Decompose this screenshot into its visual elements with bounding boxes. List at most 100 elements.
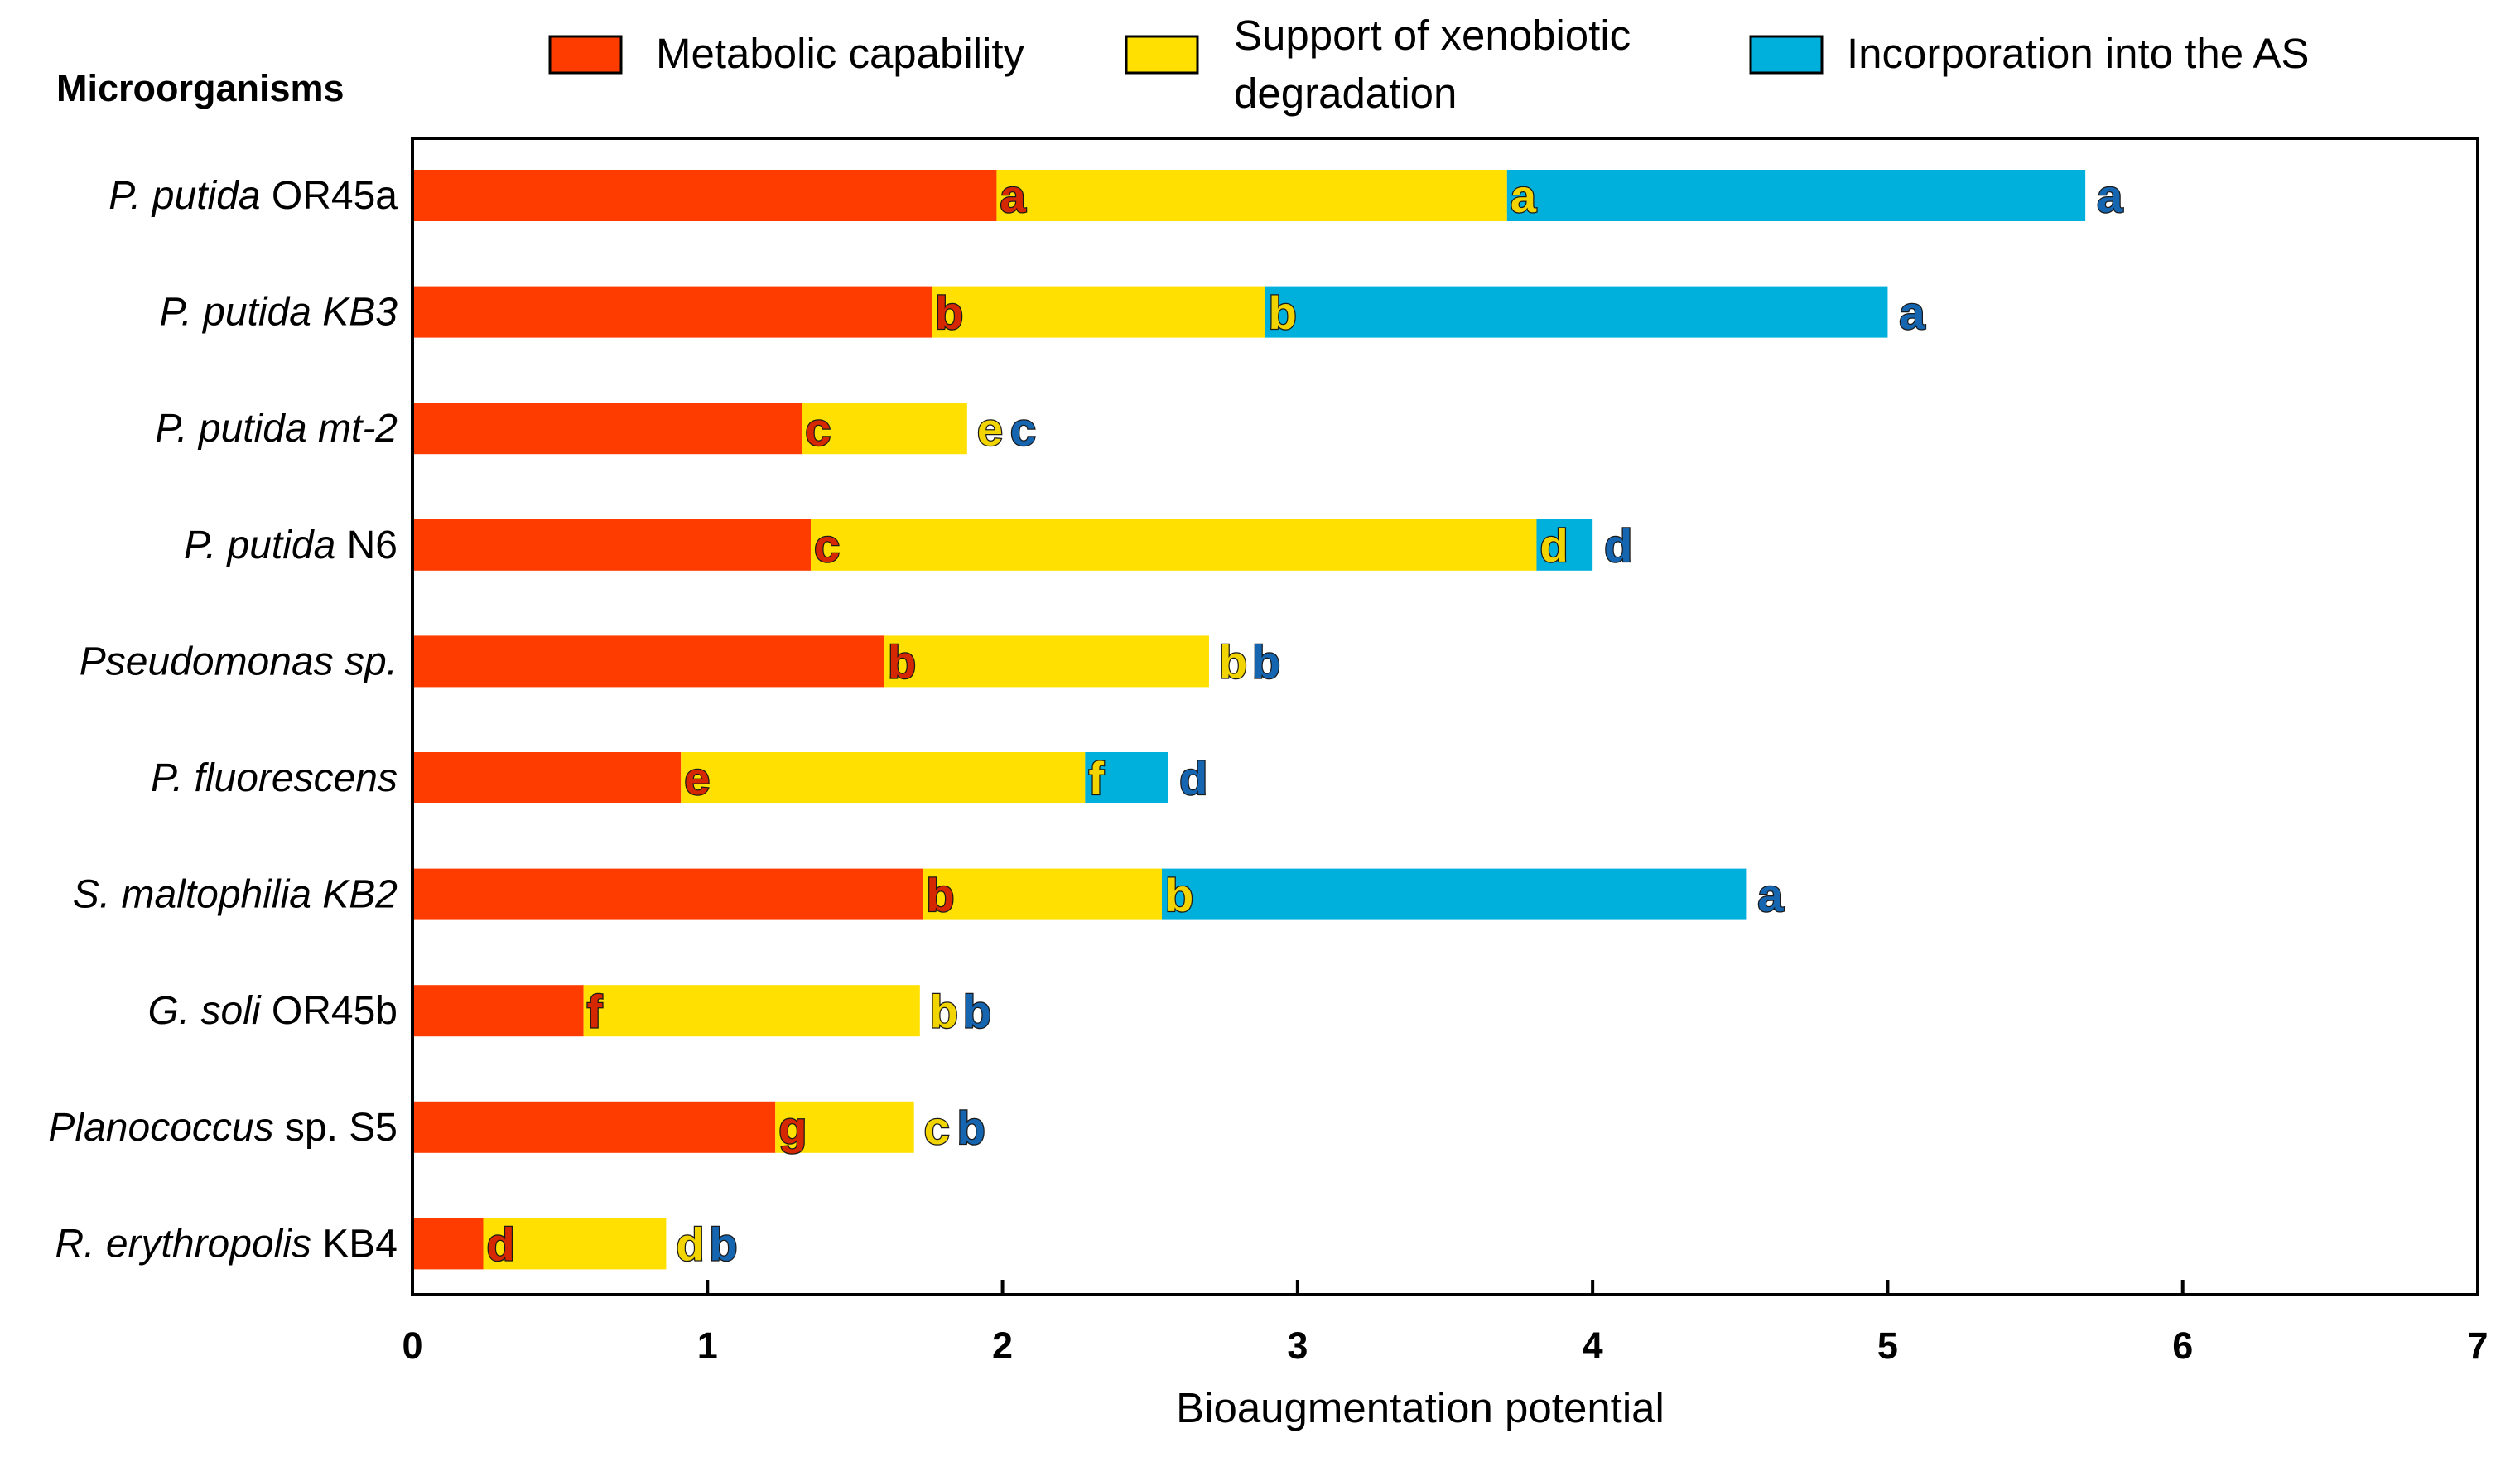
x-tick-label: 1 bbox=[697, 1325, 718, 1367]
significance-letter: d bbox=[1539, 519, 1568, 572]
significance-letter: b bbox=[888, 636, 916, 688]
bar-segment bbox=[1506, 170, 2086, 221]
significance-letter: a bbox=[1511, 170, 1537, 222]
significance-letter: b bbox=[1252, 636, 1280, 688]
bar-segment bbox=[1265, 286, 1888, 338]
category-label: P. putida mt-2 bbox=[155, 407, 398, 451]
bar-segment bbox=[412, 286, 932, 338]
bar-segment bbox=[583, 985, 920, 1037]
x-axis: 0 1 2 3 4 5 6 7 bbox=[402, 1280, 2489, 1367]
x-tick-label: 5 bbox=[1877, 1325, 1898, 1367]
significance-letter: b bbox=[1219, 636, 1247, 688]
category-label-italic: P. putida bbox=[184, 524, 335, 567]
bar-segment bbox=[1085, 752, 1168, 803]
category-label-italic: Planococcus bbox=[48, 1106, 273, 1150]
bar-segment bbox=[412, 403, 802, 455]
bar-segment bbox=[412, 752, 682, 803]
significance-letter: e bbox=[684, 752, 710, 804]
significance-letter: a bbox=[1757, 869, 1784, 921]
legend-swatch bbox=[548, 35, 623, 75]
legend-label: Metabolic capability bbox=[656, 30, 1025, 77]
significance-letter: b bbox=[926, 869, 954, 921]
category-label-italic: P. fluorescens bbox=[151, 756, 398, 800]
significance-letter: d bbox=[1604, 519, 1632, 572]
significance-letter: b bbox=[709, 1218, 737, 1271]
x-tick-label: 2 bbox=[992, 1325, 1013, 1367]
category-label-plain: OR45a bbox=[261, 174, 398, 218]
bar-segment bbox=[810, 519, 1537, 571]
bar-segment bbox=[412, 1101, 776, 1153]
bar-segment bbox=[884, 635, 1209, 688]
significance-letter: a bbox=[2097, 170, 2123, 222]
bar-segment bbox=[1536, 519, 1593, 571]
significance-letter: a bbox=[1899, 287, 1925, 339]
bars-layer bbox=[412, 170, 2086, 1270]
x-axis-label: Bioaugmentation potential bbox=[1176, 1384, 1665, 1431]
significance-letters-layer: a a ab b ac e cc d db b be f db b af b bg c bd d b bbox=[485, 169, 2124, 1272]
x-tick-label: 0 bbox=[402, 1325, 422, 1367]
bar-segment bbox=[412, 1218, 484, 1270]
plot-frame bbox=[411, 137, 2479, 1296]
significance-letter: a bbox=[1000, 170, 1026, 222]
significance-letter: c bbox=[814, 519, 840, 572]
category-label: S. maltophilia KB2 bbox=[73, 873, 398, 917]
category-labels: P. putida OR45a P. putida KB3 P. putida mt… bbox=[48, 174, 398, 1266]
significance-letter: b bbox=[1165, 869, 1193, 921]
significance-letter: c bbox=[924, 1102, 950, 1154]
category-label-plain: OR45b bbox=[261, 989, 398, 1033]
category-label-plain: sp. S5 bbox=[274, 1106, 398, 1150]
category-label: Pseudomonas sp. bbox=[80, 639, 398, 683]
bar-segment bbox=[775, 1101, 914, 1153]
significance-letter: b bbox=[935, 287, 963, 339]
category-label-italic: R. erythropolis bbox=[55, 1222, 311, 1266]
significance-letter: g bbox=[778, 1102, 807, 1154]
category-label-plain: KB4 bbox=[311, 1222, 398, 1266]
category-label-italic: P. putida mt-2 bbox=[155, 407, 398, 451]
category-label: P. fluorescens bbox=[151, 756, 398, 800]
category-label-italic: P. putida bbox=[108, 174, 260, 218]
category-label-italic: G. soli bbox=[148, 989, 262, 1033]
x-tick-label: 7 bbox=[2467, 1325, 2488, 1367]
significance-letter: b bbox=[930, 985, 958, 1037]
bar-segment bbox=[412, 985, 584, 1037]
bar-segment bbox=[681, 752, 1086, 803]
category-label: P. putida N6 bbox=[184, 524, 398, 567]
legend: Metabolic capability Support of xenobioti… bbox=[548, 12, 2310, 117]
significance-letter: f bbox=[1088, 752, 1104, 804]
significance-letter: b bbox=[963, 985, 991, 1037]
bar-segment bbox=[923, 868, 1162, 920]
category-label-italic: Pseudomonas sp. bbox=[80, 639, 398, 683]
category-label-italic: S. maltophilia KB2 bbox=[73, 873, 398, 917]
legend-swatch bbox=[1125, 35, 1199, 75]
significance-letter: d bbox=[1179, 752, 1207, 804]
significance-letter: b bbox=[1269, 287, 1297, 339]
x-tick-label: 4 bbox=[1583, 1325, 1603, 1367]
bar-segment bbox=[996, 170, 1507, 221]
category-label-italic: P. putida KB3 bbox=[160, 291, 398, 335]
bar-segment bbox=[412, 868, 923, 920]
category-label: Planococcus sp. S5 bbox=[48, 1106, 398, 1150]
bar-segment bbox=[1161, 868, 1747, 920]
bar-segment bbox=[412, 519, 811, 571]
category-label: P. putida KB3 bbox=[160, 291, 398, 335]
category-label-plain: N6 bbox=[335, 524, 398, 567]
bar-segment bbox=[412, 170, 997, 221]
categories-heading: Microorganisms bbox=[56, 67, 345, 109]
x-tick-label: 6 bbox=[2172, 1325, 2193, 1367]
bar-segment bbox=[802, 403, 967, 455]
significance-letter: d bbox=[487, 1218, 515, 1271]
significance-letter: d bbox=[676, 1218, 704, 1271]
significance-letter: e bbox=[977, 403, 1003, 455]
legend-label-line: degradation bbox=[1234, 70, 1457, 117]
significance-letter: b bbox=[957, 1102, 985, 1154]
legend-label: Incorporation into the AS bbox=[1847, 30, 2310, 77]
category-label: P. putida OR45a bbox=[108, 174, 398, 218]
legend-swatch bbox=[1749, 35, 1824, 75]
legend-label-line: Support of xenobiotic bbox=[1234, 12, 1631, 59]
category-label: G. soli OR45b bbox=[148, 989, 398, 1033]
bar-segment bbox=[412, 635, 885, 688]
significance-letter: c bbox=[1010, 403, 1036, 455]
significance-letter: f bbox=[587, 985, 603, 1037]
category-label: R. erythropolis KB4 bbox=[55, 1222, 398, 1266]
